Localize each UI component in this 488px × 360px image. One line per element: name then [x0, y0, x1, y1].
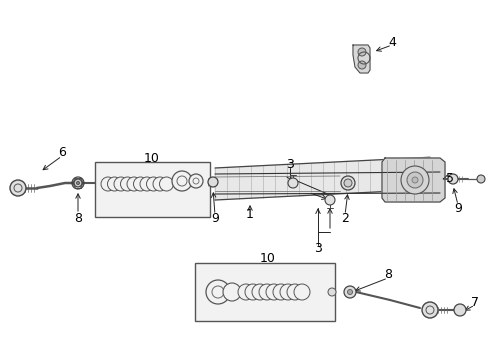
Bar — [195, 263, 334, 321]
Bar — [95, 162, 209, 217]
Text: 2: 2 — [340, 211, 348, 225]
Circle shape — [325, 195, 334, 205]
Circle shape — [272, 284, 288, 300]
Circle shape — [411, 177, 417, 183]
Text: 5: 5 — [445, 171, 453, 184]
Text: 9: 9 — [453, 202, 461, 215]
Circle shape — [251, 284, 267, 300]
Circle shape — [101, 177, 115, 191]
Text: 3: 3 — [313, 242, 321, 255]
Text: 1: 1 — [245, 208, 253, 221]
Text: 8: 8 — [383, 269, 391, 282]
Circle shape — [205, 280, 229, 304]
Circle shape — [159, 177, 173, 191]
Circle shape — [357, 61, 365, 69]
Circle shape — [259, 284, 274, 300]
Text: 6: 6 — [58, 145, 66, 158]
Circle shape — [343, 179, 351, 187]
Text: 10: 10 — [144, 152, 160, 165]
Text: 8: 8 — [74, 211, 82, 225]
Circle shape — [406, 172, 422, 188]
Circle shape — [340, 176, 354, 190]
Circle shape — [207, 177, 218, 187]
Circle shape — [280, 284, 295, 300]
Circle shape — [293, 284, 309, 300]
Circle shape — [172, 171, 192, 191]
Circle shape — [10, 180, 26, 196]
Text: 3: 3 — [285, 158, 293, 171]
Text: 4: 4 — [387, 36, 395, 49]
Circle shape — [114, 177, 128, 191]
Circle shape — [146, 177, 160, 191]
Polygon shape — [215, 157, 429, 200]
Circle shape — [287, 178, 297, 188]
Circle shape — [140, 177, 154, 191]
Circle shape — [327, 288, 335, 296]
Circle shape — [421, 302, 437, 318]
Polygon shape — [352, 45, 369, 73]
Circle shape — [453, 304, 465, 316]
Circle shape — [107, 177, 121, 191]
Circle shape — [127, 177, 141, 191]
Circle shape — [223, 283, 241, 301]
Text: 10: 10 — [260, 252, 275, 265]
Circle shape — [476, 175, 484, 183]
Circle shape — [357, 48, 365, 56]
Text: 9: 9 — [211, 211, 219, 225]
Circle shape — [244, 284, 261, 300]
Text: 7: 7 — [470, 296, 478, 309]
Circle shape — [265, 284, 282, 300]
Circle shape — [447, 174, 457, 184]
Circle shape — [347, 289, 352, 294]
Circle shape — [400, 166, 428, 194]
Circle shape — [153, 177, 167, 191]
Circle shape — [74, 179, 82, 187]
Polygon shape — [381, 158, 444, 202]
Circle shape — [238, 284, 253, 300]
Circle shape — [189, 174, 203, 188]
Circle shape — [76, 181, 80, 184]
Circle shape — [133, 177, 147, 191]
Circle shape — [120, 177, 134, 191]
Circle shape — [286, 284, 303, 300]
Circle shape — [343, 286, 355, 298]
